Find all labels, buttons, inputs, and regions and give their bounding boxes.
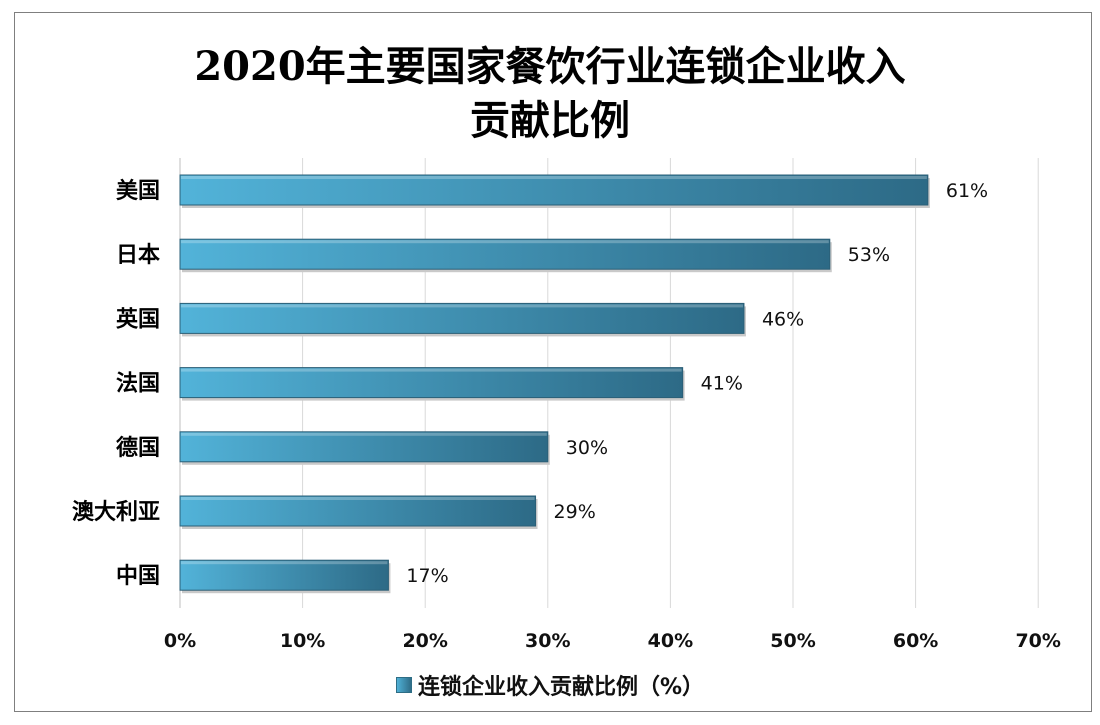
- x-tick-label: 0%: [164, 630, 196, 652]
- x-tick-label: 10%: [280, 630, 325, 652]
- category-label: 中国: [116, 564, 160, 589]
- data-label: 53%: [848, 244, 890, 266]
- bar-highlight: [181, 368, 682, 372]
- x-tick-label: 50%: [770, 630, 815, 652]
- category-label: 美国: [116, 178, 160, 204]
- legend-swatch: [395, 677, 412, 693]
- chart-title: 2020年主要国家餐饮行业连锁企业收入 贡献比例: [0, 40, 1100, 148]
- legend-label: 连锁企业收入贡献比例（%）: [417, 675, 705, 700]
- data-label: 46%: [762, 308, 804, 330]
- x-tick-label: 20%: [402, 630, 447, 652]
- x-tick-label: 70%: [1015, 630, 1060, 652]
- bar-highlight: [181, 176, 927, 179]
- bar-2: [179, 302, 745, 334]
- data-label: 30%: [566, 437, 608, 459]
- bar-5: [179, 495, 537, 527]
- data-label: 41%: [701, 373, 743, 395]
- category-label: 英国: [116, 307, 160, 332]
- bar-highlight: [181, 432, 547, 436]
- chart-legend: 连锁企业收入贡献比例（%）: [0, 669, 1100, 701]
- bar-highlight: [181, 497, 535, 500]
- x-tick-label: 30%: [525, 630, 570, 652]
- bar-0: [179, 174, 929, 206]
- category-label: 法国: [116, 372, 160, 397]
- chart-title-line-2: 贡献比例: [470, 97, 630, 144]
- bar-3: [179, 367, 684, 399]
- chart-frame: [14, 12, 1092, 712]
- bar-4: [179, 431, 549, 463]
- category-label: 德国: [116, 435, 160, 461]
- data-label: 61%: [946, 180, 988, 202]
- data-label: 29%: [554, 501, 596, 523]
- bar-highlight: [181, 561, 388, 565]
- bar-highlight: [181, 304, 743, 308]
- bar-6: [179, 559, 389, 591]
- bar-highlight: [181, 240, 829, 244]
- chart-title-line-1: 2020年主要国家餐饮行业连锁企业收入: [194, 43, 906, 90]
- x-tick-label: 60%: [893, 630, 938, 652]
- x-tick-label: 40%: [648, 630, 693, 652]
- category-label: 澳大利亚: [72, 499, 160, 525]
- category-label: 日本: [116, 243, 160, 268]
- data-label: 17%: [406, 565, 448, 587]
- bar-1: [179, 238, 831, 270]
